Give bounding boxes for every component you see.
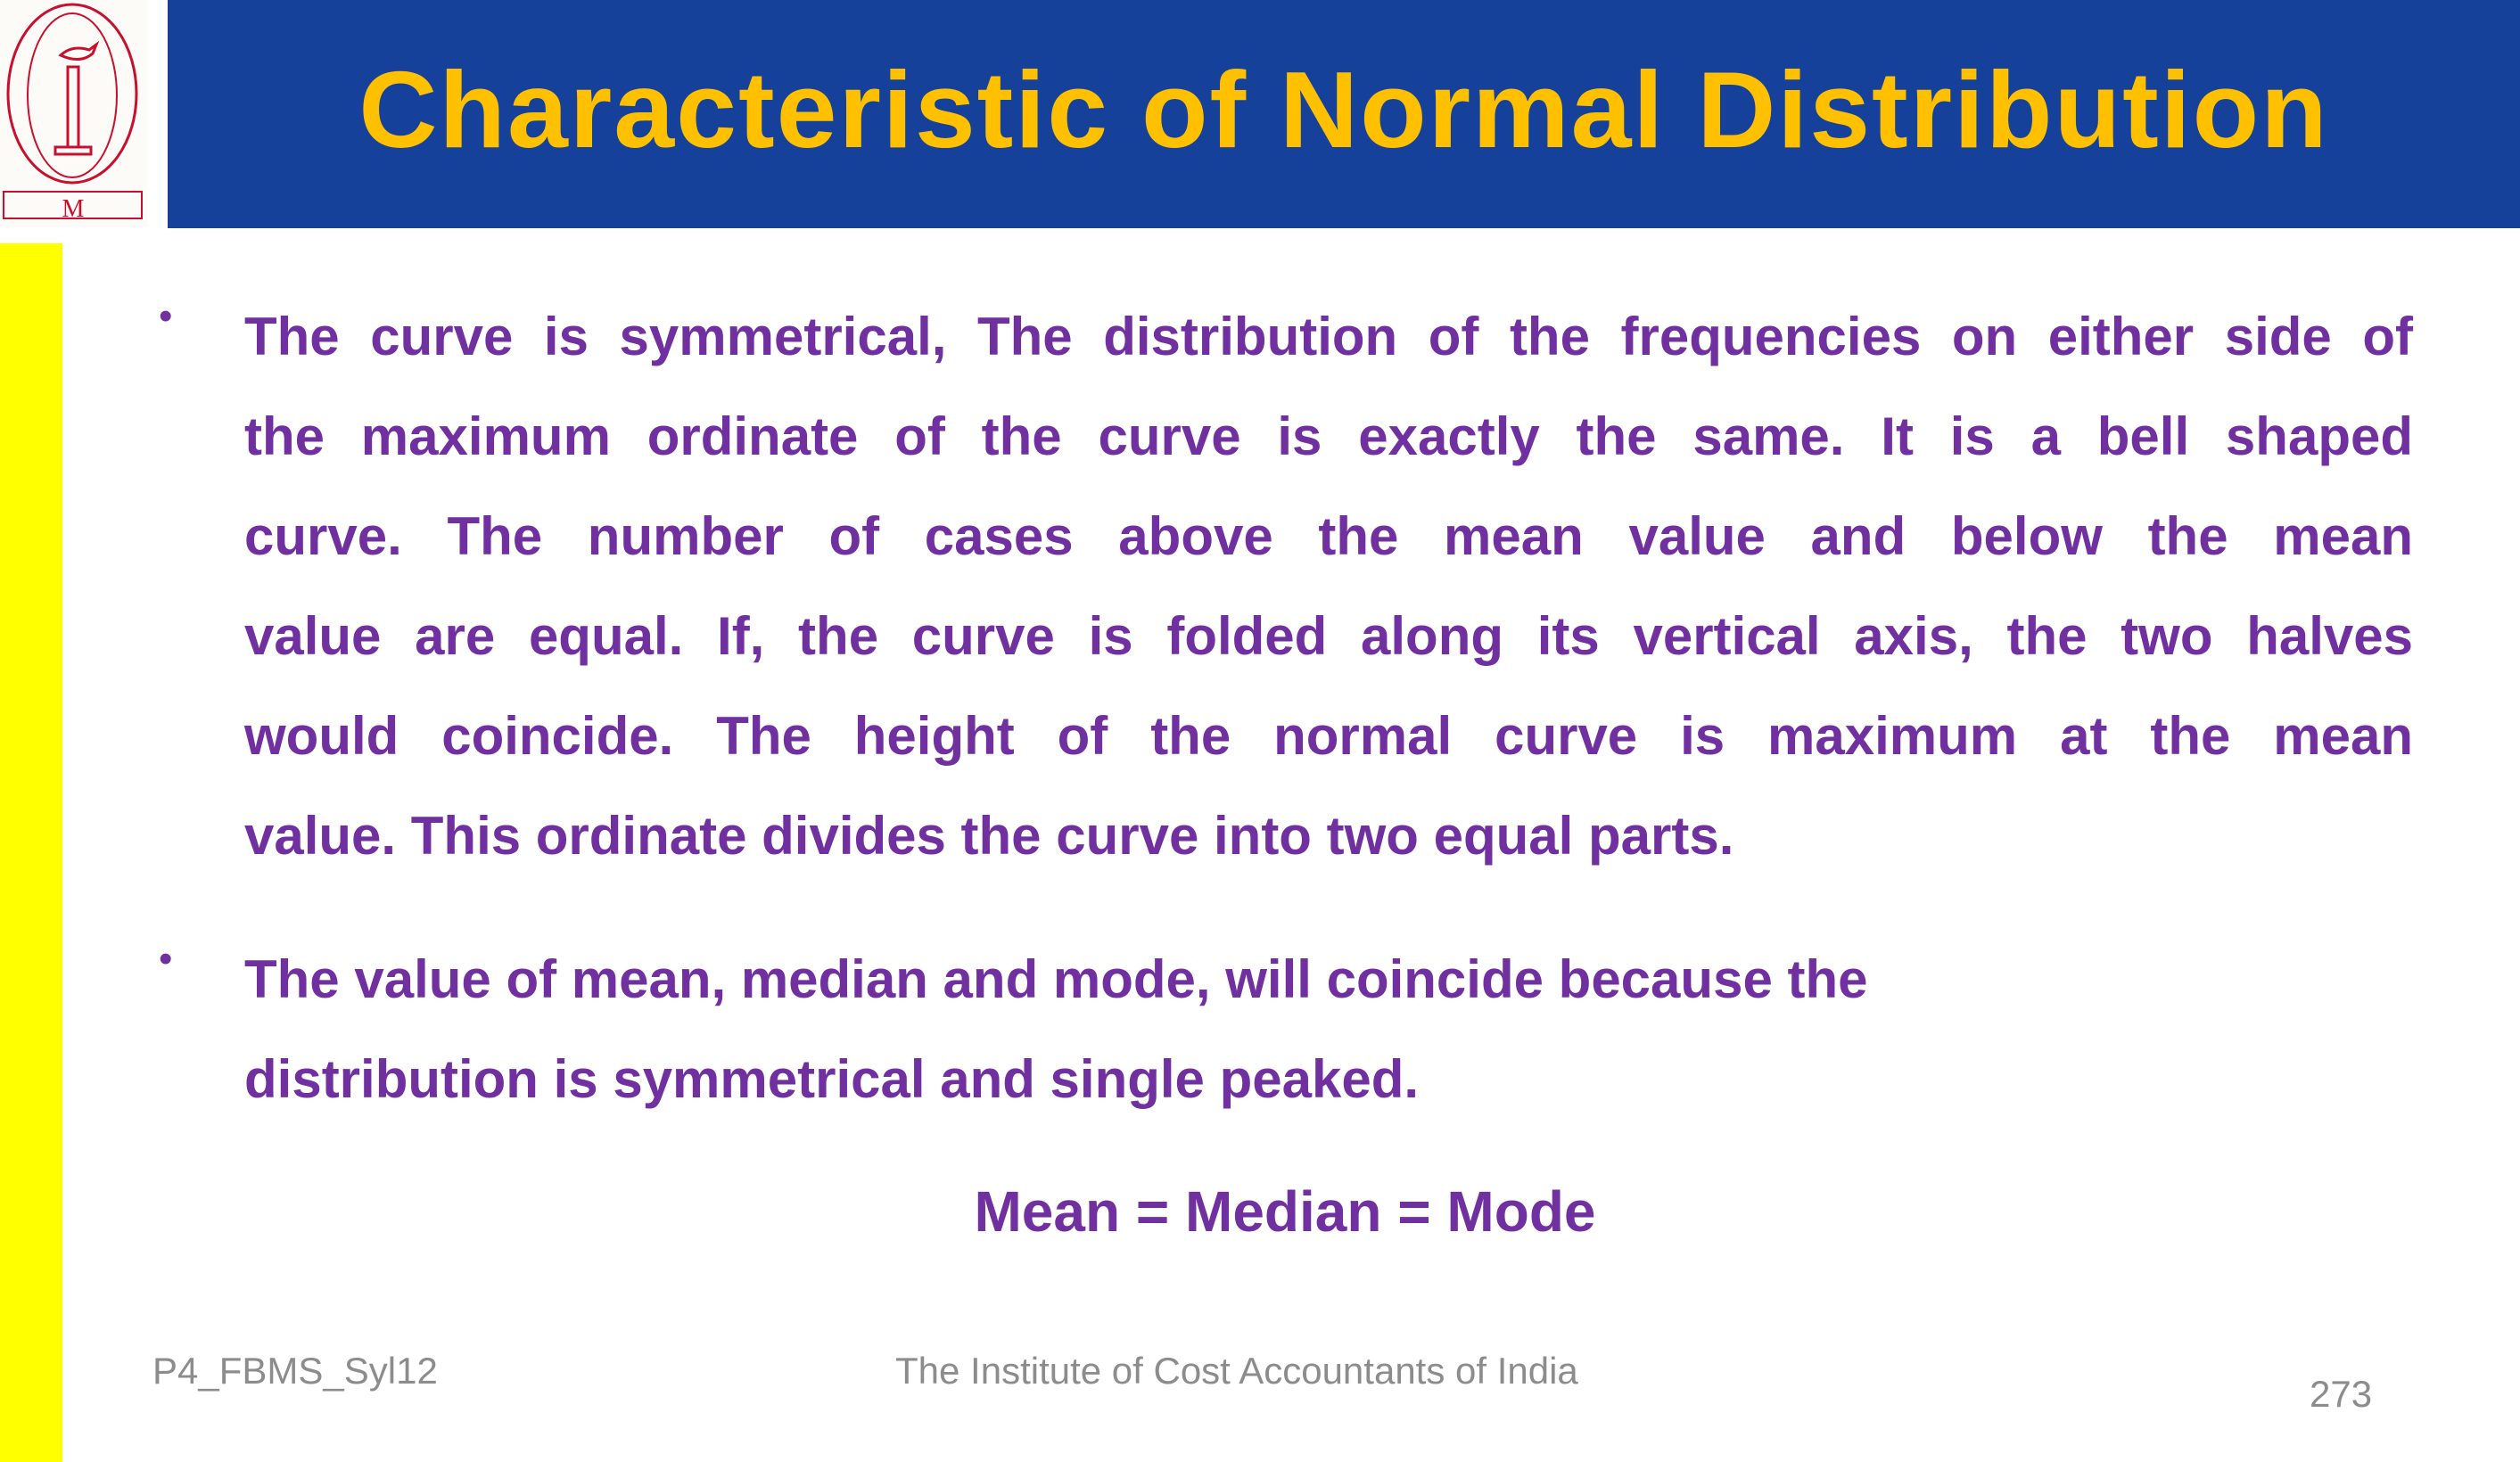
footer-code: P4_FBMS_Syl12: [152, 1350, 438, 1392]
footer-institute: The Institute of Cost Accountants of Ind…: [895, 1350, 1578, 1392]
page-number: 273: [2310, 1373, 2373, 1415]
formula: Mean = Median = Mode: [974, 1179, 1596, 1244]
header-bar: [168, 0, 2520, 228]
text-line: value. This ordinate divides the curve i…: [244, 806, 1734, 866]
slide-title: Characteristic of Normal Distribution: [358, 49, 2329, 170]
text-line: distribution is symmetrical and single p…: [244, 1049, 1420, 1109]
bullet-marker: •: [159, 294, 173, 338]
bullet-paragraph-1: The curve is symmetrical, The distributi…: [244, 287, 2413, 886]
svg-text:M: M: [62, 195, 85, 223]
text-line: value are equal. If, the curve is folded…: [244, 606, 2413, 666]
text-line: the maximum ordinate of the curve is exa…: [244, 407, 2413, 466]
text-line: The curve is symmetrical, The distributi…: [244, 307, 2413, 366]
text-line: would coincide. The height of the normal…: [244, 706, 2413, 766]
text-line: curve. The number of cases above the mea…: [244, 506, 2413, 566]
bullet-marker: •: [159, 937, 173, 981]
sidebar-accent: [0, 243, 62, 1462]
bullet-paragraph-2: The value of mean, median and mode, will…: [244, 930, 2413, 1129]
institute-logo: M: [0, 0, 147, 227]
text-line: The value of mean, median and mode, will…: [244, 949, 1868, 1009]
